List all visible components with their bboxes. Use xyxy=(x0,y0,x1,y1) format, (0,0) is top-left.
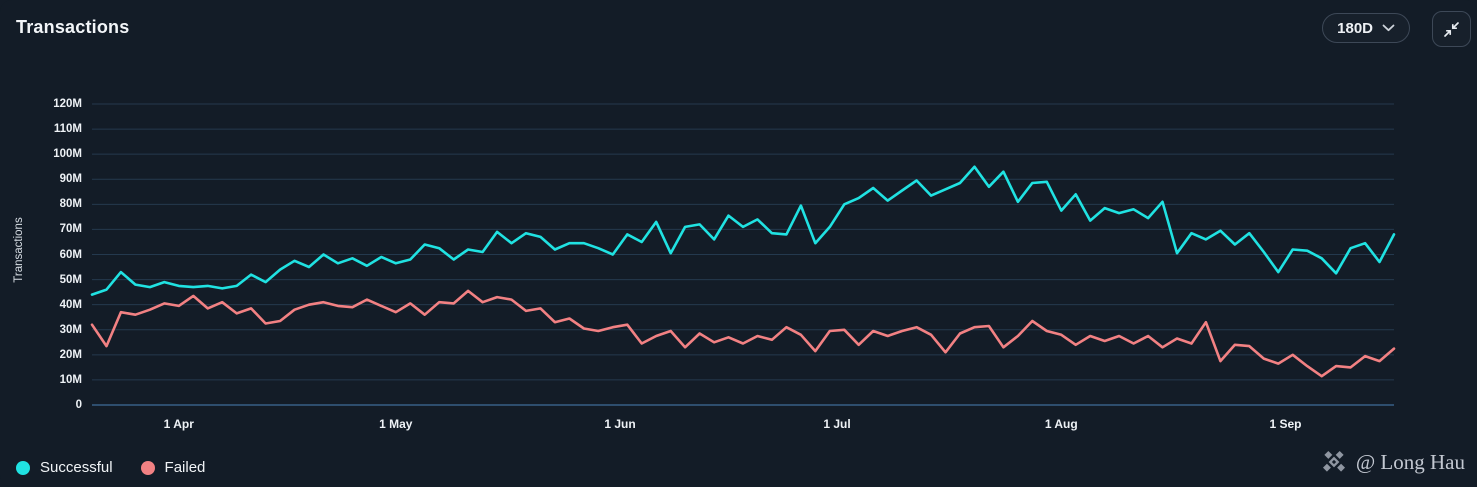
page-title: Transactions xyxy=(16,17,130,37)
legend-item-failed[interactable]: Failed xyxy=(140,459,206,476)
y-tick-label: 30M xyxy=(59,323,82,336)
chart-legend: Successful Failed xyxy=(16,459,205,476)
failed-line xyxy=(90,289,1396,378)
y-axis-title: Transactions xyxy=(13,217,25,283)
range-selector-label: 180D xyxy=(1337,19,1373,37)
watermark: @ Long Hau xyxy=(1320,448,1465,476)
range-selector-button[interactable]: 180D xyxy=(1322,13,1410,43)
y-tick-label: 70M xyxy=(59,223,82,236)
legend-label-successful: Successful xyxy=(40,459,113,476)
collapse-arrows-icon xyxy=(1444,21,1459,37)
successful-line xyxy=(90,165,1396,296)
y-tick-label: 60M xyxy=(59,248,82,261)
y-tick-label: 100M xyxy=(53,148,82,161)
y-tick-label: 20M xyxy=(59,348,82,361)
y-tick-label: 40M xyxy=(59,298,82,311)
y-tick-label: 120M xyxy=(53,98,82,110)
binance-diamond-logo-icon xyxy=(1322,450,1345,472)
y-tick-label: 10M xyxy=(59,373,82,386)
x-tick-label: 1 Sep xyxy=(1269,417,1302,431)
x-tick-label: 1 Jun xyxy=(604,417,636,431)
x-tick-label: 1 Jul xyxy=(823,417,851,431)
y-tick-label: 0 xyxy=(75,399,82,411)
x-tick-label: 1 Aug xyxy=(1044,417,1078,431)
chevron-down-icon xyxy=(1382,24,1395,32)
watermark-text: @ Long Hau xyxy=(1355,449,1465,474)
y-tick-label: 50M xyxy=(59,273,82,286)
x-tick-label: 1 May xyxy=(379,417,413,431)
collapse-button[interactable] xyxy=(1432,11,1471,47)
y-tick-label: 80M xyxy=(59,198,82,211)
failed-series-dot xyxy=(140,460,155,475)
successful-series-dot xyxy=(16,460,30,475)
y-tick-label: 90M xyxy=(59,173,82,186)
x-tick-label: 1 Apr xyxy=(163,417,194,431)
legend-label-failed: Failed xyxy=(164,459,206,476)
legend-item-successful[interactable]: Successful xyxy=(16,459,113,476)
y-tick-label: 110M xyxy=(53,123,82,136)
